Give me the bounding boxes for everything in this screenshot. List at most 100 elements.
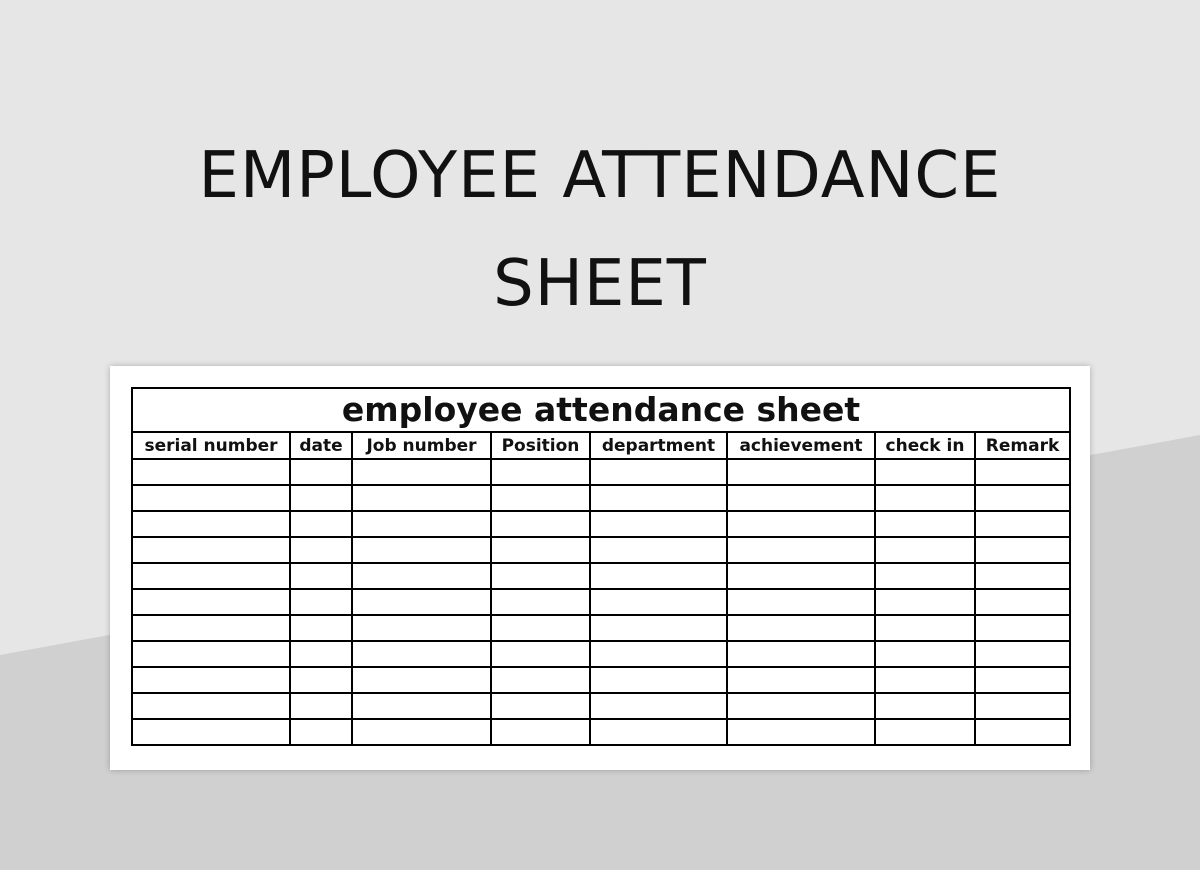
table-cell[interactable] — [351, 718, 492, 746]
table-cell[interactable] — [131, 692, 291, 720]
table-cell[interactable] — [973, 640, 1072, 668]
table-cell[interactable] — [726, 458, 876, 486]
table-cell[interactable] — [289, 510, 353, 538]
table-cell[interactable] — [589, 510, 728, 538]
table-cell[interactable] — [726, 640, 876, 668]
table-cell[interactable] — [874, 666, 976, 694]
table-cell[interactable] — [874, 536, 976, 564]
table-cell[interactable] — [726, 614, 876, 642]
table-cell[interactable] — [351, 536, 492, 564]
table-cell[interactable] — [289, 484, 353, 512]
table-cell[interactable] — [726, 536, 876, 564]
table-row — [131, 614, 1072, 642]
table-cell[interactable] — [289, 666, 353, 694]
poster-title-line1: EMPLOYEE ATTENDANCE — [198, 139, 1002, 213]
table-cell[interactable] — [874, 588, 976, 616]
table-cell[interactable] — [131, 458, 291, 486]
sheet-title: employee attendance sheet — [130, 387, 1072, 433]
table-cell[interactable] — [289, 588, 353, 616]
header-row: serial number date Job number Position d… — [131, 431, 1072, 460]
table-cell[interactable] — [973, 458, 1072, 486]
table-row — [131, 588, 1072, 616]
table-cell[interactable] — [131, 510, 291, 538]
poster-title-line2: SHEET — [493, 247, 707, 321]
table-cell[interactable] — [874, 614, 976, 642]
table-row — [131, 484, 1072, 512]
table-cell[interactable] — [726, 562, 876, 590]
table-cell[interactable] — [589, 666, 728, 694]
table-cell[interactable] — [131, 536, 291, 564]
table-row — [131, 666, 1072, 694]
table-cell[interactable] — [289, 458, 353, 486]
table-row — [131, 458, 1072, 486]
table-cell[interactable] — [131, 588, 291, 616]
table-cell[interactable] — [726, 510, 876, 538]
table-cell[interactable] — [874, 692, 976, 720]
table-cell[interactable] — [726, 718, 876, 746]
table-cell[interactable] — [490, 458, 591, 486]
table-cell[interactable] — [131, 718, 291, 746]
table-cell[interactable] — [589, 484, 728, 512]
table-cell[interactable] — [490, 640, 591, 668]
table-cell[interactable] — [289, 562, 353, 590]
table-cell[interactable] — [351, 562, 492, 590]
table-cell[interactable] — [131, 484, 291, 512]
table-cell[interactable] — [351, 484, 492, 512]
table-cell[interactable] — [589, 640, 728, 668]
table-cell[interactable] — [589, 562, 728, 590]
table-cell[interactable] — [874, 562, 976, 590]
table-cell[interactable] — [589, 614, 728, 642]
table-cell[interactable] — [973, 718, 1072, 746]
table-cell[interactable] — [289, 718, 353, 746]
table-cell[interactable] — [490, 718, 591, 746]
table-cell[interactable] — [973, 484, 1072, 512]
table-cell[interactable] — [726, 692, 876, 720]
table-cell[interactable] — [289, 536, 353, 564]
table-cell[interactable] — [351, 640, 492, 668]
table-cell[interactable] — [589, 458, 728, 486]
table-cell[interactable] — [589, 692, 728, 720]
table-cell[interactable] — [589, 718, 728, 746]
table-cell[interactable] — [874, 718, 976, 746]
table-cell[interactable] — [589, 536, 728, 564]
table-cell[interactable] — [131, 666, 291, 694]
table-cell[interactable] — [131, 562, 291, 590]
table-cell[interactable] — [351, 510, 492, 538]
table-row — [131, 640, 1072, 668]
table-cell[interactable] — [351, 666, 492, 694]
table-cell[interactable] — [490, 692, 591, 720]
table-cell[interactable] — [490, 614, 591, 642]
table-cell[interactable] — [874, 484, 976, 512]
table-cell[interactable] — [490, 484, 591, 512]
table-cell[interactable] — [874, 458, 976, 486]
table-cell[interactable] — [874, 510, 976, 538]
table-cell[interactable] — [973, 588, 1072, 616]
table-cell[interactable] — [973, 614, 1072, 642]
table-cell[interactable] — [490, 510, 591, 538]
table-row — [131, 536, 1072, 564]
table-cell[interactable] — [490, 666, 591, 694]
table-cell[interactable] — [289, 614, 353, 642]
table-cell[interactable] — [589, 588, 728, 616]
table-cell[interactable] — [973, 510, 1072, 538]
table-cell[interactable] — [726, 588, 876, 616]
table-cell[interactable] — [874, 640, 976, 668]
table-cell[interactable] — [973, 692, 1072, 720]
table-cell[interactable] — [490, 562, 591, 590]
table-cell[interactable] — [351, 458, 492, 486]
table-cell[interactable] — [726, 666, 876, 694]
table-cell[interactable] — [490, 588, 591, 616]
table-cell[interactable] — [351, 692, 492, 720]
poster-title: EMPLOYEE ATTENDANCE SHEET — [0, 122, 1200, 338]
table-cell[interactable] — [973, 562, 1072, 590]
table-cell[interactable] — [351, 614, 492, 642]
table-cell[interactable] — [351, 588, 492, 616]
table-cell[interactable] — [131, 640, 291, 668]
table-cell[interactable] — [726, 484, 876, 512]
table-cell[interactable] — [490, 536, 591, 564]
table-cell[interactable] — [973, 536, 1072, 564]
table-cell[interactable] — [131, 614, 291, 642]
table-cell[interactable] — [973, 666, 1072, 694]
table-cell[interactable] — [289, 640, 353, 668]
table-cell[interactable] — [289, 692, 353, 720]
